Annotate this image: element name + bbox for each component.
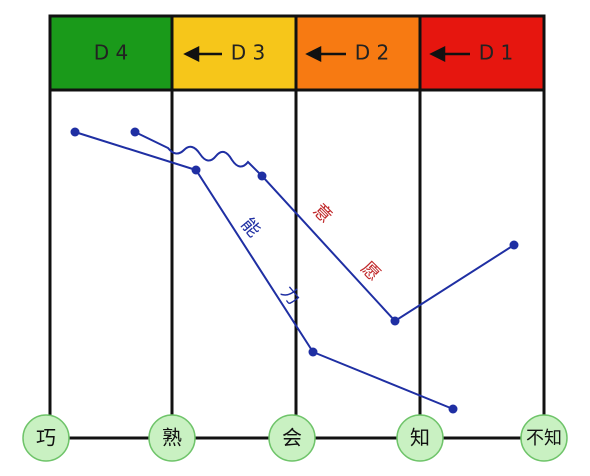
curves xyxy=(74,131,515,410)
curve-label: 能 xyxy=(237,214,265,241)
stage-label: D 3 xyxy=(231,41,265,65)
stage-label: D 4 xyxy=(94,41,128,65)
node-circles xyxy=(22,414,568,462)
ability-curve xyxy=(74,131,454,410)
node-label: 知 xyxy=(410,426,430,450)
curve-label: 愿 xyxy=(357,258,385,286)
curve-label: 力 xyxy=(277,282,305,309)
node-label: 会 xyxy=(282,426,302,450)
node-label: 巧 xyxy=(36,426,56,450)
curve-points xyxy=(70,127,519,414)
stage-box xyxy=(50,16,172,90)
node-label: 不知 xyxy=(526,428,562,449)
curve-label: 意 xyxy=(309,200,337,228)
stage-label: D 2 xyxy=(355,41,389,65)
willingness-curve xyxy=(134,131,515,323)
arrows xyxy=(183,45,470,63)
node-label: 熟 xyxy=(162,426,182,450)
stage-label: D 1 xyxy=(479,41,513,65)
